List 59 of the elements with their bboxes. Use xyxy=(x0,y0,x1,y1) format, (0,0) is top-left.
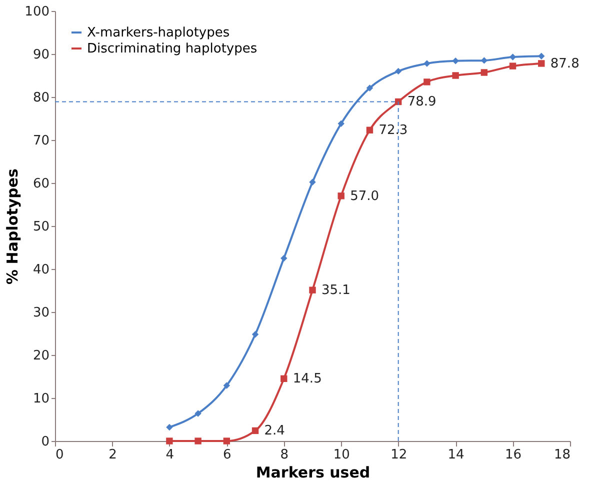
y-tick-label: 70 xyxy=(32,134,50,148)
point xyxy=(366,126,374,134)
y-tick-label: 20 xyxy=(32,348,50,364)
point xyxy=(338,192,344,200)
y-tick-label: 40 xyxy=(32,262,50,278)
y-tick-label: 60 xyxy=(32,176,50,192)
y-axis-title: % Haplotypes xyxy=(4,168,22,284)
point xyxy=(166,438,173,444)
x-axis-title: Markers used xyxy=(256,464,370,482)
point xyxy=(509,62,516,70)
point xyxy=(366,84,374,92)
x-tick-label: 6 xyxy=(223,448,232,462)
y-tick-label: 30 xyxy=(32,306,50,320)
point xyxy=(538,60,545,67)
point xyxy=(480,69,488,76)
point xyxy=(452,58,459,64)
x-tick-label: 4 xyxy=(166,448,174,462)
legend-label: Discriminating haplotypes xyxy=(87,42,258,56)
point xyxy=(424,78,430,86)
data-label: 57.0 xyxy=(350,188,380,204)
x-tick-label: 0 xyxy=(56,448,64,462)
point xyxy=(424,60,430,67)
data-label: 35.1 xyxy=(322,283,350,298)
data-label: 72.3 xyxy=(378,123,408,138)
y-tick-label: 10 xyxy=(32,392,50,406)
point xyxy=(280,375,288,382)
x-tick-label: 14 xyxy=(448,448,464,462)
data-label: 78.9 xyxy=(407,94,436,110)
y-tick-label: 100 xyxy=(24,4,50,20)
point xyxy=(338,120,344,128)
x-tick-label: 2 xyxy=(108,448,117,462)
point xyxy=(223,382,230,389)
x-tick-label: 8 xyxy=(280,448,289,462)
point xyxy=(280,254,288,262)
point xyxy=(223,438,230,444)
point xyxy=(509,54,516,60)
point xyxy=(538,52,545,60)
y-tick-label: 50 xyxy=(32,220,50,234)
legend-label: X-markers-haplotypes xyxy=(87,26,230,40)
data-label: 87.8 xyxy=(550,56,580,72)
point xyxy=(309,286,316,294)
x-tick-label: 10 xyxy=(333,448,350,462)
point xyxy=(194,410,202,417)
x-tick-label: 18 xyxy=(554,448,570,462)
point xyxy=(252,427,259,434)
point xyxy=(194,438,202,444)
point xyxy=(394,68,402,75)
point xyxy=(480,57,488,64)
y-tick-label: 90 xyxy=(32,48,50,62)
point xyxy=(166,424,173,431)
y-tick-label: 80 xyxy=(32,90,50,106)
y-tick-label: 0 xyxy=(41,434,50,450)
point xyxy=(252,331,259,338)
x-tick-label: 16 xyxy=(505,448,522,462)
point xyxy=(452,72,459,79)
point xyxy=(309,178,316,186)
data-label: 2.4 xyxy=(264,424,285,439)
data-label: 14.5 xyxy=(292,372,322,387)
x-tick-label: 12 xyxy=(390,448,408,462)
